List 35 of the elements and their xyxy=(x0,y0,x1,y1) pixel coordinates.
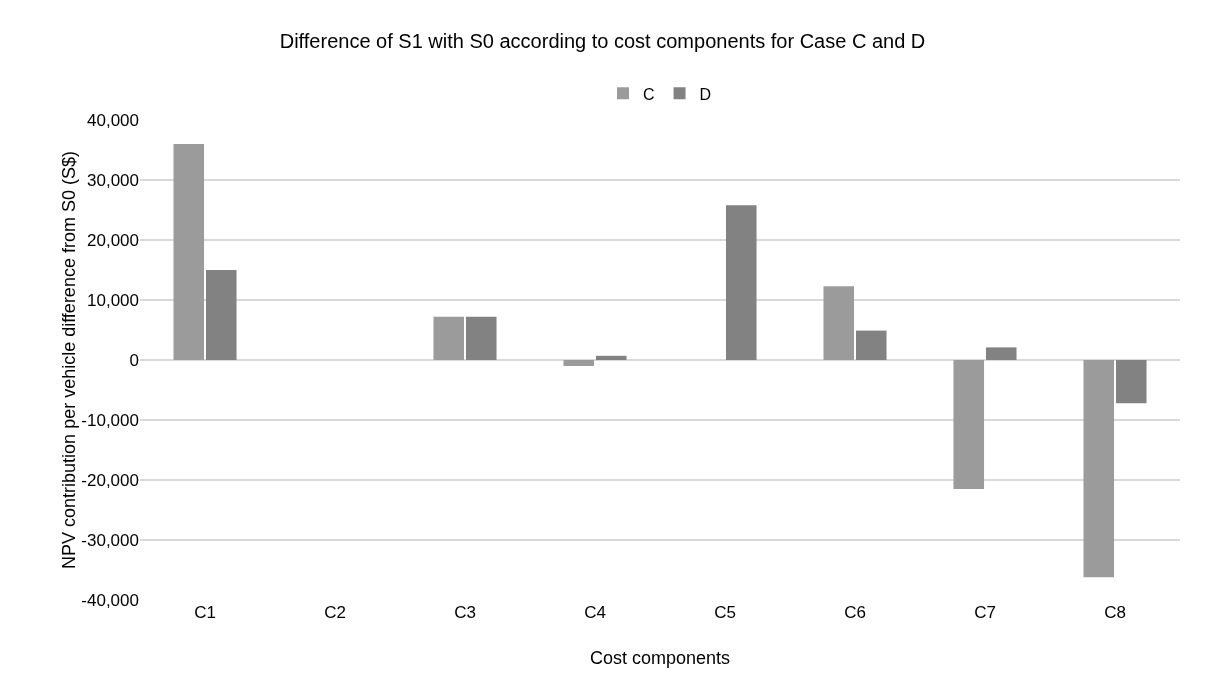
x-tick-label: C3 xyxy=(454,603,476,622)
y-tick-label: 40,000 xyxy=(87,110,139,130)
bar xyxy=(465,316,497,360)
bar xyxy=(823,286,855,360)
chart-title: Difference of S1 with S0 according to cost components for Case C and D xyxy=(279,30,926,52)
y-tick-label: -30,000 xyxy=(81,530,139,550)
x-tick-label: C1 xyxy=(194,603,216,622)
y-tick-label: 10,000 xyxy=(87,290,139,310)
bar xyxy=(1115,360,1147,404)
bar xyxy=(433,316,465,360)
y-tick-label: -40,000 xyxy=(81,590,139,610)
x-tick-label: C8 xyxy=(1104,603,1126,622)
bar xyxy=(173,144,205,360)
legend-label: D xyxy=(699,85,712,103)
x-tick-label: C7 xyxy=(974,603,996,622)
x-tick-label: C6 xyxy=(844,603,866,622)
legend-label: C xyxy=(643,85,655,103)
bar xyxy=(205,270,237,360)
y-tick-label: 0 xyxy=(129,350,139,370)
x-axis-title: Cost components xyxy=(589,648,731,668)
y-tick-label: 30,000 xyxy=(87,170,139,190)
bar xyxy=(953,360,985,489)
bar xyxy=(1083,360,1115,578)
y-tick-label: -20,000 xyxy=(81,470,139,490)
bar xyxy=(563,360,595,366)
bar xyxy=(855,330,887,360)
bar xyxy=(725,205,757,360)
y-tick-label: 20,000 xyxy=(87,230,139,250)
bar xyxy=(985,347,1017,360)
x-tick-label: C2 xyxy=(324,603,346,622)
y-tick-label: -10,000 xyxy=(81,410,139,430)
bar xyxy=(595,355,627,360)
x-tick-label: C4 xyxy=(584,603,606,622)
x-tick-label: C5 xyxy=(714,603,736,622)
y-axis-title: NPV contribution per vehicle difference from S0 (S$) xyxy=(59,151,80,569)
